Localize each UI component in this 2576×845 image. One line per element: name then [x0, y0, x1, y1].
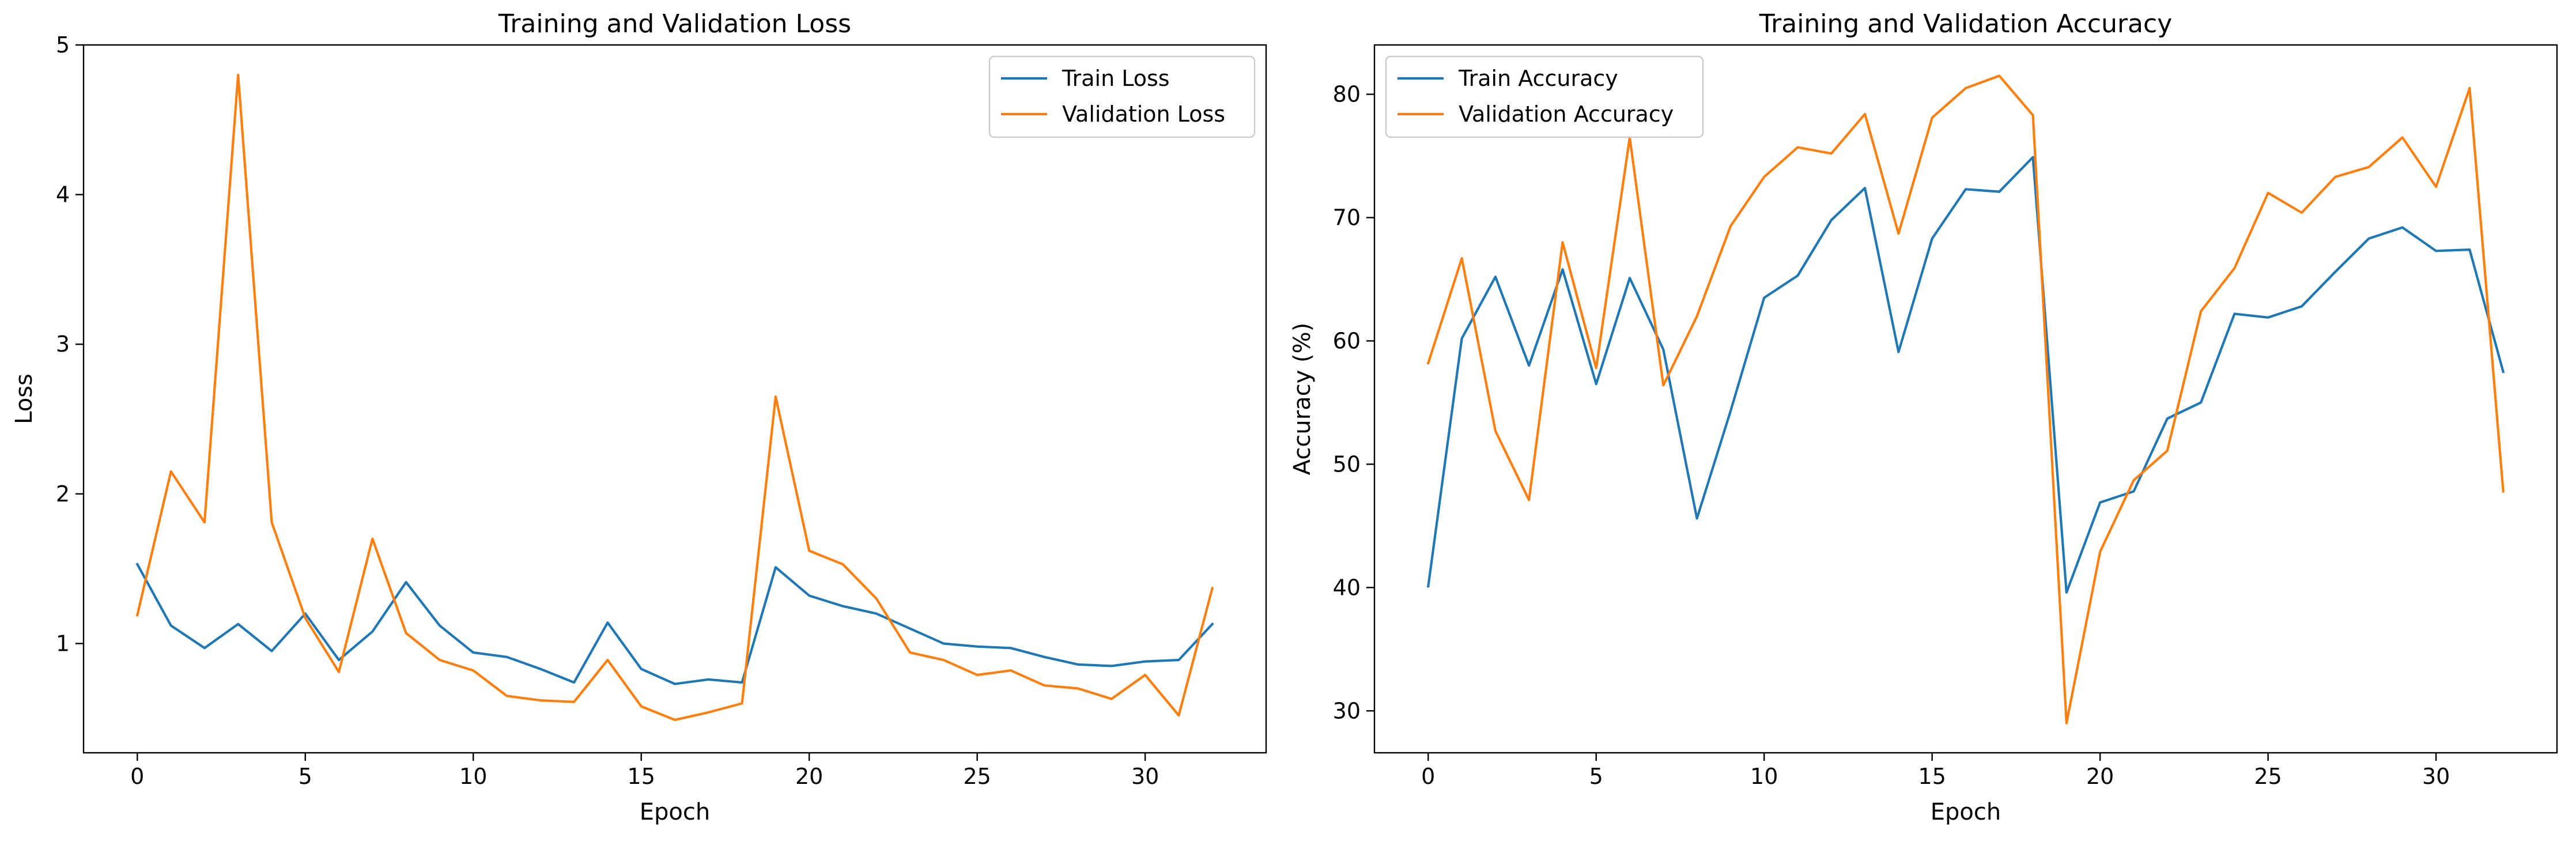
y-tick-label: 4: [56, 182, 70, 208]
y-tick-label: 60: [1333, 328, 1361, 353]
x-tick-label: 30: [1131, 764, 1159, 789]
accuracy-chart: Training and Validation Accuracy 0 5 10 15 20…: [1289, 9, 2558, 825]
plot-frame: [82, 44, 1267, 754]
plot-frame: [1373, 44, 2558, 754]
x-tick-label: 20: [2086, 764, 2114, 789]
legend-label: Train Accuracy: [1458, 66, 1618, 91]
x-axis-label: Epoch: [640, 799, 710, 825]
x-tick-label: 15: [1918, 764, 1946, 789]
legend-label: Validation Loss: [1062, 101, 1225, 127]
x-tick-label: 5: [299, 764, 312, 789]
chart-title: Training and Validation Loss: [498, 9, 851, 39]
y-tick-label: 50: [1333, 451, 1361, 477]
y-axis-label: Accuracy (%): [1289, 323, 1316, 476]
legend-label: Train Loss: [1062, 66, 1170, 91]
series-line-validation-accuracy: [1426, 74, 2505, 725]
x-tick-label: 5: [1589, 764, 1603, 789]
y-tick-label: 80: [1333, 82, 1361, 107]
x-tick-label: 10: [1750, 764, 1778, 789]
series-line-validation-loss: [135, 73, 1214, 722]
y-axis-label: Loss: [11, 374, 37, 424]
series-line-train-accuracy: [1426, 156, 2505, 594]
x-tick-label: 0: [1421, 764, 1435, 789]
legend-label: Validation Accuracy: [1459, 101, 1674, 127]
y-tick-label: 5: [56, 32, 70, 58]
y-tick-label: 1: [56, 631, 70, 656]
legend-box: [988, 55, 1256, 138]
x-tick-label: 15: [628, 764, 655, 789]
y-tick-label: 70: [1333, 205, 1361, 231]
x-axis-label: Epoch: [1931, 799, 2001, 825]
legend-box: [1385, 55, 1704, 138]
legend: Train Loss Validation Loss: [988, 55, 1256, 138]
x-tick-label: 10: [459, 764, 487, 789]
y-tick-label: 3: [56, 331, 70, 357]
x-tick-label: 0: [130, 764, 144, 789]
x-tick-label: 30: [2422, 764, 2450, 789]
y-tick-label: 30: [1333, 698, 1361, 723]
x-tick-label: 20: [795, 764, 823, 789]
chart-title: Training and Validation Accuracy: [1759, 9, 2173, 39]
series-line-train-loss: [135, 563, 1214, 685]
y-tick-label: 40: [1333, 575, 1361, 600]
x-tick-label: 25: [2254, 764, 2282, 789]
legend: Train Accuracy Validation Accuracy: [1385, 55, 1704, 138]
y-tick-label: 2: [56, 481, 70, 507]
x-tick-label: 25: [963, 764, 991, 789]
